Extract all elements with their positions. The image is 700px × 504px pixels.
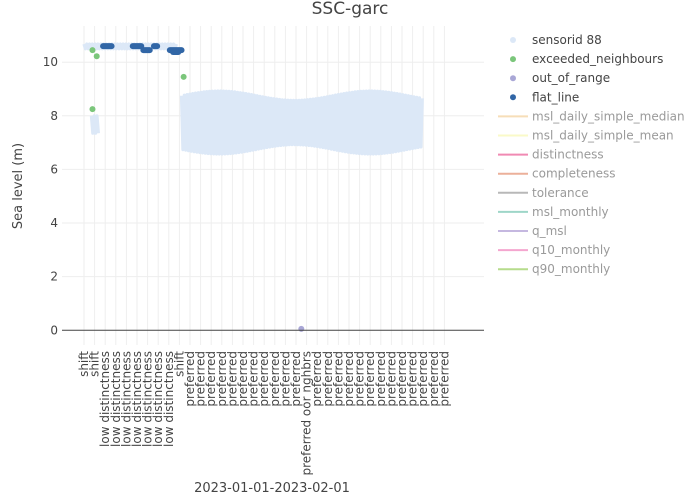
legend-label: q90_monthly	[532, 262, 610, 276]
y-tick-label: 6	[50, 162, 58, 176]
legend-item-q90-monthly[interactable]: q90_monthly	[498, 262, 610, 276]
x-tick-label: low distinctness	[109, 351, 123, 447]
out-of-range-point	[298, 325, 305, 332]
legend-label: completeness	[532, 167, 616, 181]
x-tick-label: preferred	[416, 351, 430, 407]
exceeded-neighbours-point	[89, 47, 96, 54]
x-tick-label: low distinctness	[98, 351, 112, 447]
legend-label: exceeded_neighbours	[532, 52, 663, 66]
x-tick-label: preferred	[437, 351, 451, 407]
legend-label: flat_line	[532, 90, 579, 104]
legend-item-q10-monthly[interactable]: q10_monthly	[498, 243, 610, 257]
x-tick-label: preferred oor nghbrs	[300, 351, 314, 476]
chart-title: SSC-garc	[312, 0, 389, 19]
x-tick-label: preferred	[321, 351, 335, 407]
legend-item-distinctness[interactable]: distinctness	[498, 148, 604, 162]
x-tick-label: shift	[172, 351, 186, 377]
x-tick-label: low distinctness	[162, 351, 176, 447]
x-tick-label: preferred	[427, 351, 441, 407]
legend-label: q_msl	[532, 224, 567, 238]
grid-layer	[62, 26, 484, 345]
x-tick-label: preferred	[257, 351, 271, 407]
legend-item-flat-line[interactable]: flat_line	[510, 90, 579, 104]
legend-item-tolerance[interactable]: tolerance	[498, 186, 589, 200]
y-tick-label: 10	[43, 55, 58, 69]
legend-item-exceeded-neighbours[interactable]: exceeded_neighbours	[510, 52, 663, 66]
x-tick-label: low distinctness	[130, 351, 144, 447]
legend-label: out_of_range	[532, 71, 610, 85]
x-tick-label: low distinctness	[151, 351, 165, 447]
legend-marker	[510, 94, 516, 101]
x-tick-label: preferred	[215, 351, 229, 407]
x-tick-label: preferred	[342, 351, 356, 407]
data-layer	[82, 42, 424, 332]
x-tick-label: preferred	[236, 351, 250, 407]
sensor-trace	[179, 89, 424, 156]
legend-marker	[510, 75, 516, 82]
legend-item-msl-monthly[interactable]: msl_monthly	[498, 205, 609, 219]
legend-item-sensorid-88[interactable]: sensorid 88	[510, 33, 602, 47]
x-tick-label: preferred	[204, 351, 218, 407]
x-tick-label: preferred	[225, 351, 239, 407]
x-tick-label: preferred	[247, 351, 261, 407]
x-tick-label: preferred	[353, 351, 367, 407]
x-tick-label: preferred	[310, 351, 324, 407]
y-axis-title: Sea level (m)	[11, 143, 26, 229]
x-tick-label: preferred	[183, 351, 197, 407]
x-tick-label: preferred	[406, 351, 420, 407]
x-tick-label: preferred	[331, 351, 345, 407]
legend-label: q10_monthly	[532, 243, 610, 257]
legend-label: msl_daily_simple_mean	[532, 129, 674, 143]
x-axis-title: 2023-01-01-2023-02-01	[194, 481, 350, 496]
x-tick-label: preferred	[363, 351, 377, 407]
legend-label: distinctness	[532, 148, 604, 162]
x-tick-label: low distinctness	[141, 351, 155, 447]
legend-marker	[510, 56, 516, 63]
x-tick-label: preferred	[194, 351, 208, 407]
exceeded-neighbours-point	[180, 73, 187, 80]
exceeded-neighbours-point	[89, 106, 96, 113]
x-tick-label: preferred	[384, 351, 398, 407]
x-tick-label: shift	[77, 351, 91, 377]
legend-label: msl_daily_simple_median	[532, 109, 685, 123]
x-tick-label: low distinctness	[119, 351, 133, 447]
y-tick-label: 8	[50, 109, 58, 123]
legend-label: sensorid 88	[532, 33, 602, 47]
y-tick-label: 0	[50, 323, 58, 337]
y-tick-label: 4	[50, 216, 58, 230]
x-tick-label: shift	[88, 351, 102, 377]
legend-item-q-msl[interactable]: q_msl	[498, 224, 567, 238]
x-tick-label: preferred	[268, 351, 282, 407]
legend-marker	[510, 37, 516, 43]
legend-item-out-of-range[interactable]: out_of_range	[510, 71, 610, 85]
legend-item-completeness[interactable]: completeness	[498, 167, 616, 181]
x-tick-label: preferred	[395, 351, 409, 407]
legend-label: msl_monthly	[532, 205, 609, 219]
sensor-trace	[82, 42, 178, 51]
legend-label: tolerance	[532, 186, 589, 200]
x-tick-label: preferred	[374, 351, 388, 407]
x-tick-label: preferred	[289, 351, 303, 407]
y-tick-label: 2	[50, 270, 58, 284]
sensor-trace	[89, 114, 100, 135]
x-tick-label: preferred	[278, 351, 292, 407]
legend-item-msl-daily-simple-mean[interactable]: msl_daily_simple_mean	[498, 129, 674, 143]
exceeded-neighbours-point	[93, 53, 100, 60]
legend-item-msl-daily-simple-median[interactable]: msl_daily_simple_median	[498, 109, 685, 123]
legend: sensorid 88 exceeded_neighbours out_of_ran…	[498, 33, 685, 276]
